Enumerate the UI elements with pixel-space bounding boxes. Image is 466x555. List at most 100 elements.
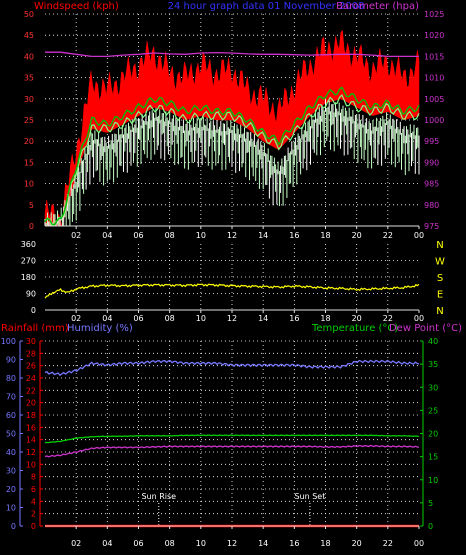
x-tick-label: 08: [165, 231, 175, 240]
humidity-tick-label: 10: [6, 504, 16, 513]
barometer-tick-label: 1020: [424, 31, 444, 40]
windspeed-tick-label: 20: [24, 137, 34, 146]
humidity-tick-label: 70: [6, 393, 16, 402]
rain-tick-label: 24: [26, 374, 36, 383]
humidity-line: [44, 359, 420, 377]
temperature-tick-label: 35: [428, 360, 438, 369]
barometer-line: [45, 51, 419, 58]
barometer-tick-label: 1010: [424, 74, 444, 83]
x-tick-label: 10: [196, 314, 206, 323]
x-tick-label: 00: [414, 231, 424, 240]
barometer-axis-label: Barometer (hpa): [336, 1, 419, 12]
temperature-tick-label: 10: [428, 476, 438, 485]
x-tick-label: 12: [227, 539, 237, 548]
rain-tick-label: 8: [31, 473, 36, 482]
sun-event-label: Sun Set: [294, 492, 325, 501]
x-tick-label: 18: [320, 314, 330, 323]
rain-tick-label: 26: [26, 362, 36, 371]
x-tick-label: 22: [383, 314, 393, 323]
x-tick-label: 22: [383, 231, 393, 240]
direction-tick-label: 360: [21, 240, 36, 249]
compass-label: N: [436, 240, 443, 251]
x-tick-label: 18: [320, 231, 330, 240]
direction-tick-label: 180: [21, 273, 36, 282]
direction-panel-series: [44, 283, 420, 299]
barometer-tick-label: 1015: [424, 52, 444, 61]
barometer-tick-label: 990: [424, 158, 439, 167]
x-tick-label: 08: [165, 314, 175, 323]
x-tick-label: 20: [352, 539, 362, 548]
rain-tick-label: 6: [31, 485, 36, 494]
dewpoint-axis-label: Dew Point (°C): [389, 323, 462, 334]
windspeed-tick-label: 5: [29, 201, 34, 210]
windspeed-tick-label: 50: [24, 10, 34, 19]
humidity-tick-label: 80: [6, 374, 16, 383]
x-tick-label: 06: [133, 539, 143, 548]
rain-tick-label: 2: [31, 510, 36, 519]
rain-tick-label: 0: [31, 522, 36, 531]
direction-tick-label: 270: [21, 257, 36, 266]
rainfall-axis-label: Rainfall (mm): [1, 323, 69, 334]
rain-tick-label: 20: [26, 399, 36, 408]
windspeed-tick-label: 40: [24, 52, 34, 61]
rain-tick-label: 10: [26, 460, 36, 469]
windspeed-axis-label: Windspeed (kph): [34, 1, 119, 12]
gust-area: [44, 29, 420, 227]
rain-tick-label: 22: [26, 386, 36, 395]
humidity-tick-label: 50: [6, 430, 16, 439]
x-tick-label: 04: [102, 314, 112, 323]
x-tick-label: 02: [71, 231, 81, 240]
windspeed-tick-label: 0: [29, 222, 34, 231]
x-tick-label: 16: [289, 231, 299, 240]
temperature-line: [44, 434, 420, 444]
chart-title: 24 hour graph data 01 November 2008: [168, 1, 365, 12]
humidity-tick-label: 30: [6, 467, 16, 476]
compass-label: E: [437, 290, 443, 301]
x-tick-label: 22: [383, 539, 393, 548]
x-tick-label: 16: [289, 539, 299, 548]
rain-tick-label: 14: [26, 436, 36, 445]
barometer-tick-label: 995: [424, 137, 439, 146]
rain-tick-label: 16: [26, 423, 36, 432]
rain-tick-label: 12: [26, 448, 36, 457]
temperature-tick-label: 20: [428, 430, 438, 439]
windspeed-tick-label: 10: [24, 180, 34, 189]
temperature-tick-label: 25: [428, 406, 438, 415]
x-tick-label: 12: [227, 314, 237, 323]
compass-label: W: [435, 257, 445, 268]
wind-panel-series: [44, 29, 420, 227]
humidity-tick-label: 0: [11, 522, 16, 531]
direction-tick-label: 0: [31, 306, 36, 315]
humidity-tick-label: 90: [6, 356, 16, 365]
x-tick-label: 00: [414, 314, 424, 323]
temperature-tick-label: 5: [428, 499, 433, 508]
temperature-tick-label: 0: [428, 522, 433, 531]
x-tick-label: 00: [414, 539, 424, 548]
x-tick-label: 06: [133, 231, 143, 240]
humidity-tick-label: 60: [6, 411, 16, 420]
rain-tick-label: 18: [26, 411, 36, 420]
wind-speed-average-line-2: [44, 93, 420, 227]
compass-label: N: [436, 306, 443, 317]
direction-panel-grid: [45, 244, 419, 310]
sun-event-label: Sun Rise: [141, 492, 176, 501]
wind-direction-line: [44, 283, 420, 299]
x-tick-label: 10: [196, 231, 206, 240]
climate-panel: Rainfall (mm) Humidity (%) Temperature (…: [1, 323, 462, 548]
barometer-tick-label: 980: [424, 201, 439, 210]
x-tick-label: 04: [102, 231, 112, 240]
windspeed-tick-label: 45: [24, 31, 34, 40]
direction-tick-label: 90: [26, 290, 36, 299]
x-tick-label: 08: [165, 539, 175, 548]
humidity-axis-label: Humidity (%): [67, 323, 133, 334]
x-tick-label: 20: [352, 314, 362, 323]
x-tick-label: 12: [227, 231, 237, 240]
rain-tick-label: 30: [26, 337, 36, 346]
barometer-tick-label: 1005: [424, 95, 444, 104]
humidity-tick-label: 20: [6, 485, 16, 494]
rain-tick-label: 28: [26, 349, 36, 358]
x-tick-label: 20: [352, 231, 362, 240]
